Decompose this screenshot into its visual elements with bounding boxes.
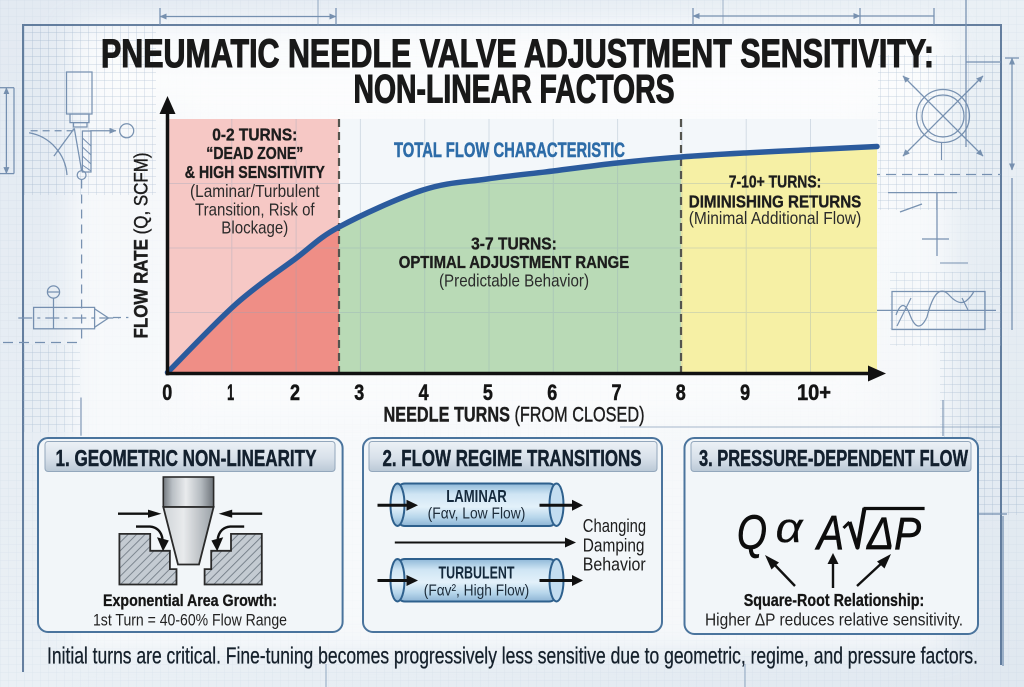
svg-text:Transition, Risk of: Transition, Risk of — [195, 200, 315, 220]
svg-text:Initial turns are critical. Fi: Initial turns are critical. Fine-tuning … — [47, 643, 978, 669]
svg-text:3: 3 — [354, 380, 364, 405]
svg-text:TURBULENT: TURBULENT — [439, 563, 515, 583]
svg-text:Square-Root Relationship:: Square-Root Relationship: — [744, 590, 925, 610]
svg-text:3-7 TURNS:: 3-7 TURNS: — [471, 234, 557, 254]
svg-text:4: 4 — [419, 380, 430, 405]
svg-text:Q: Q — [737, 507, 767, 560]
svg-text:0: 0 — [162, 380, 172, 405]
svg-text:2. FLOW REGIME TRANSITIONS: 2. FLOW REGIME TRANSITIONS — [383, 445, 642, 471]
svg-text:“DEAD ZONE”: “DEAD ZONE” — [206, 143, 303, 163]
svg-text:7-10+ TURNS:: 7-10+ TURNS: — [729, 172, 822, 192]
svg-text:7: 7 — [612, 380, 622, 405]
svg-text:8: 8 — [676, 380, 686, 405]
svg-text:& HIGH SENSITIVITY: & HIGH SENSITIVITY — [185, 162, 325, 182]
svg-text:1st Turn = 40-60% Flow Range: 1st Turn = 40-60% Flow Range — [93, 611, 287, 630]
svg-text:TOTAL FLOW CHARACTERISTIC: TOTAL FLOW CHARACTERISTIC — [394, 139, 625, 162]
svg-text:5: 5 — [483, 380, 493, 405]
svg-text:NEEDLE TURNS (FROM CLOSED): NEEDLE TURNS (FROM CLOSED) — [384, 404, 645, 427]
svg-text:9: 9 — [740, 380, 750, 405]
svg-text:NON-LINEAR FACTORS: NON-LINEAR FACTORS — [354, 67, 675, 111]
svg-text:α: α — [776, 504, 804, 551]
svg-text:(Fαv, Low Flow): (Fαv, Low Flow) — [428, 506, 526, 523]
svg-text:(Predictable Behavior): (Predictable Behavior) — [439, 270, 589, 290]
svg-text:FLOW RATE (Q, SCFM): FLOW RATE (Q, SCFM) — [132, 153, 153, 339]
svg-text:PNEUMATIC NEEDLE VALVE ADJUSTM: PNEUMATIC NEEDLE VALVE ADJUSTMENT SENSIT… — [101, 32, 934, 76]
svg-text:A: A — [814, 507, 844, 560]
svg-text:Damping: Damping — [583, 536, 645, 556]
svg-text:1: 1 — [227, 380, 234, 405]
svg-text:6: 6 — [547, 380, 557, 405]
svg-text:10+: 10+ — [797, 380, 831, 405]
svg-text:OPTIMAL ADJUSTMENT RANGE: OPTIMAL ADJUSTMENT RANGE — [399, 252, 630, 272]
svg-text:3. PRESSURE-DEPENDENT FLOW: 3. PRESSURE-DEPENDENT FLOW — [699, 445, 968, 471]
svg-text:(Fαv², High Flow): (Fαv², High Flow) — [424, 583, 530, 600]
svg-text:(Minimal Additional Flow): (Minimal Additional Flow) — [689, 208, 862, 228]
svg-text:Exponential Area Growth:: Exponential Area Growth: — [103, 591, 277, 610]
svg-text:Blockage): Blockage) — [221, 218, 288, 238]
svg-text:DIMINISHING RETURNS: DIMINISHING RETURNS — [689, 192, 862, 212]
svg-text:Behavior: Behavior — [583, 555, 646, 575]
svg-text:2: 2 — [290, 380, 300, 405]
svg-text:Higher ΔP reduces relative sen: Higher ΔP reduces relative sensitivity. — [705, 610, 963, 630]
svg-text:1. GEOMETRIC NON-LINEARITY: 1. GEOMETRIC NON-LINEARITY — [56, 445, 317, 471]
svg-text:ΔP: ΔP — [866, 508, 921, 559]
svg-text:Changing: Changing — [583, 516, 646, 536]
svg-text:0-2 TURNS:: 0-2 TURNS: — [212, 125, 297, 145]
svg-text:(Laminar/Turbulent: (Laminar/Turbulent — [190, 181, 320, 201]
svg-text:LAMINAR: LAMINAR — [446, 486, 507, 506]
